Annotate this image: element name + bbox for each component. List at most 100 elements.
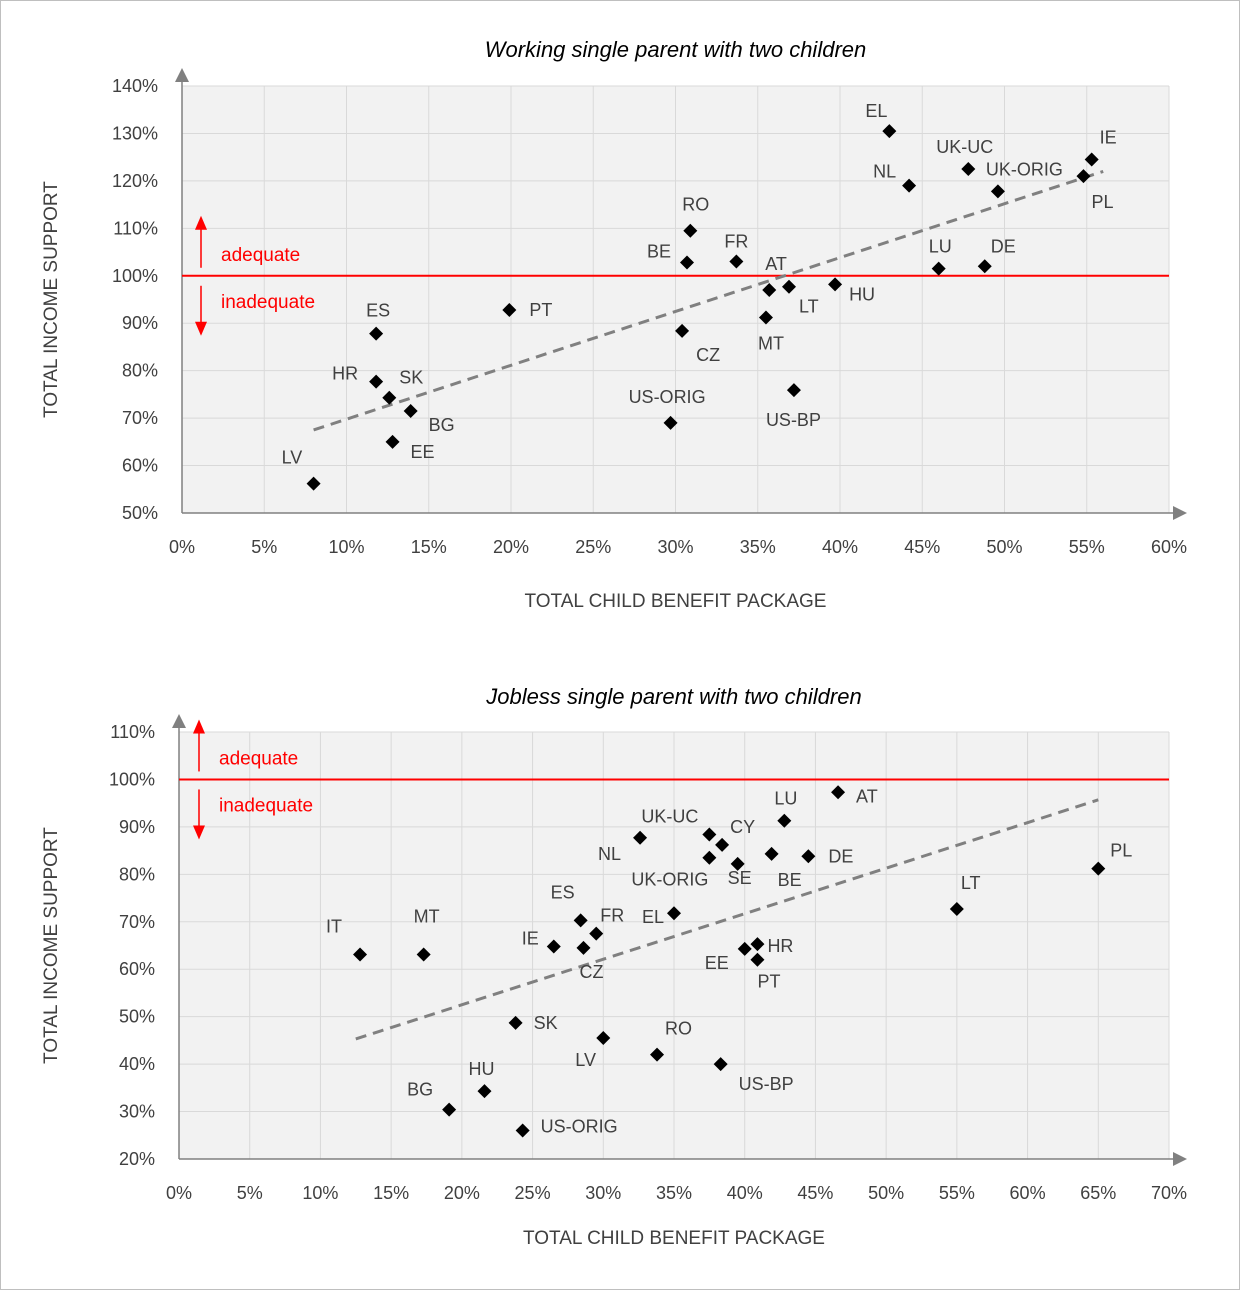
x-tick-label: 35% xyxy=(656,1183,692,1203)
chart-2: 0% 5% 10% 15% 20% 25% 30% 35% 40% 45% 50% 55% 60% 65%… xyxy=(41,684,1187,1249)
data-label-sk: SK xyxy=(399,368,423,388)
data-label-ee: EE xyxy=(411,442,435,462)
y-tick-label: 130% xyxy=(112,123,158,143)
data-label-pl: PL xyxy=(1091,192,1113,212)
data-label-hr: HR xyxy=(767,936,793,956)
x-tick-label: 35% xyxy=(740,537,776,557)
y-axis-arrowhead xyxy=(172,714,186,728)
y-tick-label: 60% xyxy=(119,959,155,979)
data-label-pt: PT xyxy=(757,972,780,992)
x-tick-label: 40% xyxy=(727,1183,763,1203)
data-point-lt xyxy=(782,279,797,294)
data-point-pt xyxy=(750,952,765,967)
data-label-cz: CZ xyxy=(696,345,720,365)
data-point-hr xyxy=(369,374,384,389)
y-tick-label: 90% xyxy=(122,313,158,333)
data-label-hu: HU xyxy=(468,1059,494,1079)
x-tick-label: 50% xyxy=(868,1183,904,1203)
y-tick-label: 110% xyxy=(113,218,158,238)
data-point-mt xyxy=(416,947,431,962)
x-tick-label: 5% xyxy=(251,537,277,557)
data-point-hr xyxy=(750,937,765,952)
data-label-hr: HR xyxy=(332,364,358,384)
x-tick-label: 30% xyxy=(585,1183,621,1203)
data-label-at: AT xyxy=(856,786,878,806)
data-point-lv xyxy=(596,1031,611,1046)
y-axis-label: TOTAL INCOME SUPPORT xyxy=(41,181,62,418)
x-tick-label: 45% xyxy=(904,537,940,557)
data-label-cz: CZ xyxy=(579,962,603,982)
x-axis-arrowhead xyxy=(1173,506,1187,520)
x-tick-label: 45% xyxy=(797,1183,833,1203)
data-point-be xyxy=(764,846,779,861)
chart-title: Working single parent with two children xyxy=(485,37,867,62)
data-point-cz xyxy=(576,940,591,955)
data-point-it xyxy=(353,947,368,962)
data-point-uk-uc xyxy=(702,827,717,842)
y-tick-label: 60% xyxy=(122,456,158,476)
y-tick-label: 30% xyxy=(119,1102,155,1122)
x-tick-label: 10% xyxy=(302,1183,338,1203)
y-tick-label: 70% xyxy=(122,408,158,428)
adequate-arrow-head xyxy=(195,215,207,230)
data-label-pl: PL xyxy=(1110,841,1132,861)
x-tick-label: 5% xyxy=(237,1183,263,1203)
y-tick-label: 20% xyxy=(119,1149,155,1169)
data-label-lu: LU xyxy=(774,789,797,809)
data-label-es: ES xyxy=(366,301,390,321)
data-point-pt xyxy=(502,302,517,317)
x-tick-label: 40% xyxy=(822,537,858,557)
data-point-sk xyxy=(382,390,397,405)
data-point-de xyxy=(977,259,992,274)
x-tick-label: 25% xyxy=(575,537,611,557)
x-tick-label: 65% xyxy=(1080,1183,1116,1203)
y-tick-label: 110% xyxy=(110,722,155,742)
data-label-uk-orig: UK-ORIG xyxy=(631,870,708,890)
data-point-mt xyxy=(758,310,773,325)
data-point-lu xyxy=(777,813,792,828)
data-label-uk-uc: UK-UC xyxy=(641,806,698,826)
data-point-es xyxy=(369,326,384,341)
y-tick-label: 90% xyxy=(119,817,155,837)
data-label-cy: CY xyxy=(730,817,755,837)
data-label-lv: LV xyxy=(282,448,303,468)
x-tick-label: 25% xyxy=(515,1183,551,1203)
x-tick-label: 0% xyxy=(166,1183,192,1203)
data-label-es: ES xyxy=(551,882,575,902)
trendline xyxy=(355,798,1099,1041)
data-point-nl xyxy=(633,830,648,845)
data-label-us-bp: US-BP xyxy=(739,1074,794,1094)
inadequate-arrow-head xyxy=(193,825,205,840)
data-label-lu: LU xyxy=(929,237,952,257)
data-point-at xyxy=(831,785,846,800)
data-label-se: SE xyxy=(728,868,752,888)
y-tick-label: 80% xyxy=(122,361,158,381)
data-point-fr xyxy=(589,926,604,941)
data-label-hu: HU xyxy=(849,284,875,304)
data-label-ro: RO xyxy=(682,195,709,215)
data-label-it: IT xyxy=(326,917,342,937)
data-label-ie: IE xyxy=(1100,128,1117,148)
data-point-es xyxy=(573,913,588,928)
inadequate-arrow-head xyxy=(195,321,207,336)
data-point-uk-uc xyxy=(961,162,976,177)
y-tick-label: 80% xyxy=(119,864,155,884)
data-label-us-orig: US-ORIG xyxy=(629,387,706,407)
x-tick-label: 20% xyxy=(493,537,529,557)
y-tick-label: 50% xyxy=(122,503,158,523)
x-tick-label: 20% xyxy=(444,1183,480,1203)
x-axis-label: TOTAL CHILD BENEFIT PACKAGE xyxy=(523,1228,825,1249)
data-point-at xyxy=(762,283,777,298)
data-point-uk-orig xyxy=(702,850,717,865)
trendline xyxy=(313,169,1104,432)
data-label-pt: PT xyxy=(529,300,552,320)
data-label-ie: IE xyxy=(522,928,539,948)
y-tick-label: 140% xyxy=(112,76,158,96)
data-point-ee xyxy=(385,434,400,449)
data-label-el: EL xyxy=(865,101,887,121)
x-tick-label: 60% xyxy=(1151,537,1187,557)
x-tick-label: 50% xyxy=(986,537,1022,557)
x-tick-label: 55% xyxy=(1069,537,1105,557)
data-label-fr: FR xyxy=(600,906,624,926)
